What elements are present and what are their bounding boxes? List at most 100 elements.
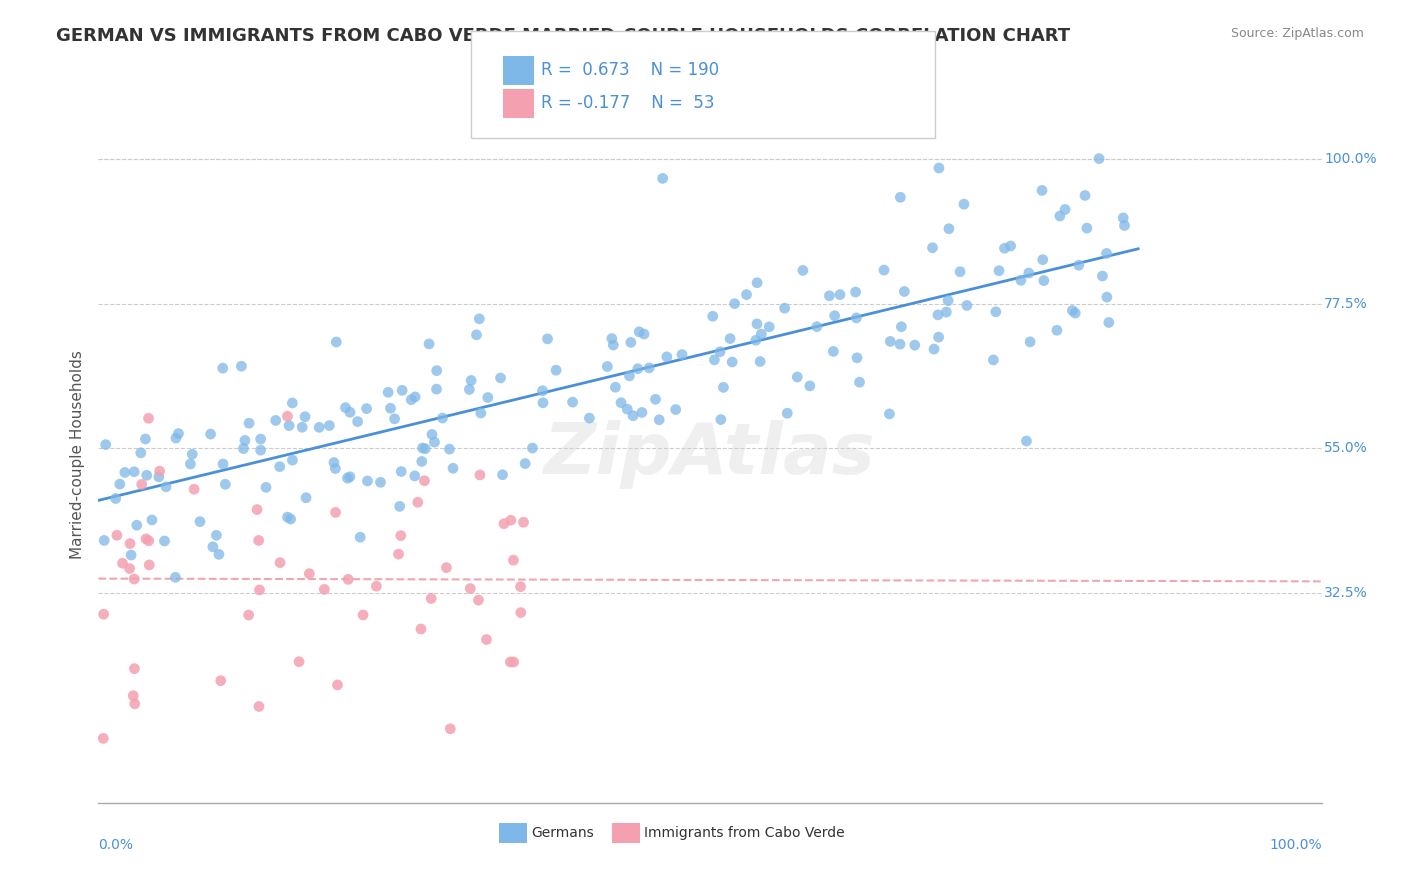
Point — [460, 374, 482, 388]
Point — [1095, 290, 1118, 304]
Text: ZipAtlas: ZipAtlas — [544, 420, 876, 490]
Point — [322, 456, 344, 470]
Text: 100.0%: 100.0% — [1270, 838, 1322, 852]
Point — [118, 561, 141, 575]
Point — [531, 396, 554, 410]
Point — [512, 515, 534, 529]
Y-axis label: Married-couple Households: Married-couple Households — [69, 351, 84, 559]
Point — [536, 332, 558, 346]
Point — [377, 385, 399, 400]
Point — [249, 432, 271, 446]
Point — [928, 330, 950, 344]
Point — [773, 301, 796, 315]
Point — [776, 406, 799, 420]
Point — [337, 573, 360, 587]
Point — [758, 319, 780, 334]
Point — [489, 371, 512, 385]
Point — [1095, 246, 1118, 260]
Point — [122, 465, 145, 479]
Point — [404, 469, 426, 483]
Point — [638, 360, 661, 375]
Point — [600, 332, 623, 346]
Point — [993, 241, 1015, 255]
Point — [124, 697, 146, 711]
Point — [104, 491, 127, 506]
Point — [703, 352, 725, 367]
Point — [129, 446, 152, 460]
Point — [281, 453, 304, 467]
Point — [492, 516, 515, 531]
Point — [879, 334, 901, 349]
Point — [308, 420, 330, 434]
Text: Immigrants from Cabo Verde: Immigrants from Cabo Verde — [644, 826, 845, 840]
Point — [108, 477, 131, 491]
Point — [389, 528, 412, 542]
Point — [890, 319, 912, 334]
Point — [288, 655, 311, 669]
Point — [644, 392, 666, 407]
Point — [467, 593, 489, 607]
Point — [949, 265, 972, 279]
Point — [602, 338, 624, 352]
Point — [922, 342, 945, 356]
Point — [620, 335, 643, 350]
Point — [233, 434, 256, 448]
Point — [845, 310, 868, 325]
Point — [339, 405, 361, 419]
Point — [792, 263, 814, 277]
Text: GERMAN VS IMMIGRANTS FROM CABO VERDE MARRIED-COUPLE HOUSEHOLDS CORRELATION CHART: GERMAN VS IMMIGRANTS FROM CABO VERDE MAR… — [56, 27, 1070, 45]
Point — [366, 579, 388, 593]
Point — [153, 534, 176, 549]
Point — [544, 363, 567, 377]
Point — [391, 384, 413, 398]
Point — [269, 459, 291, 474]
Point — [1076, 221, 1098, 235]
Point — [93, 607, 115, 622]
Point — [828, 287, 851, 301]
Point — [280, 512, 302, 526]
Point — [314, 582, 336, 597]
Point — [889, 337, 911, 351]
Point — [384, 412, 406, 426]
Text: Source: ZipAtlas.com: Source: ZipAtlas.com — [1230, 27, 1364, 40]
Point — [889, 190, 911, 204]
Point — [1114, 219, 1136, 233]
Point — [264, 413, 287, 427]
Point — [404, 390, 426, 404]
Point — [502, 553, 524, 567]
Point — [893, 285, 915, 299]
Point — [1015, 434, 1038, 448]
Point — [388, 500, 411, 514]
Point — [723, 296, 745, 310]
Point — [1054, 202, 1077, 217]
Point — [879, 407, 901, 421]
Point — [149, 464, 172, 478]
Point — [138, 533, 160, 548]
Point — [439, 722, 461, 736]
Point — [616, 402, 638, 417]
Point — [278, 418, 301, 433]
Point — [214, 477, 236, 491]
Point — [1098, 316, 1121, 330]
Point — [325, 334, 347, 349]
Point — [418, 337, 440, 351]
Point — [619, 368, 641, 383]
Point — [458, 383, 481, 397]
Point — [420, 591, 443, 606]
Point — [513, 457, 536, 471]
Point — [671, 348, 693, 362]
Point — [1019, 334, 1042, 349]
Point — [356, 474, 378, 488]
Point — [509, 580, 531, 594]
Point — [295, 491, 318, 505]
Point — [335, 401, 357, 415]
Point — [352, 607, 374, 622]
Point — [118, 536, 141, 550]
Text: R = -0.177    N =  53: R = -0.177 N = 53 — [541, 95, 714, 112]
Point — [389, 465, 412, 479]
Point — [231, 359, 253, 374]
Point — [745, 317, 768, 331]
Point — [522, 441, 544, 455]
Point — [249, 443, 271, 458]
Point — [105, 528, 128, 542]
